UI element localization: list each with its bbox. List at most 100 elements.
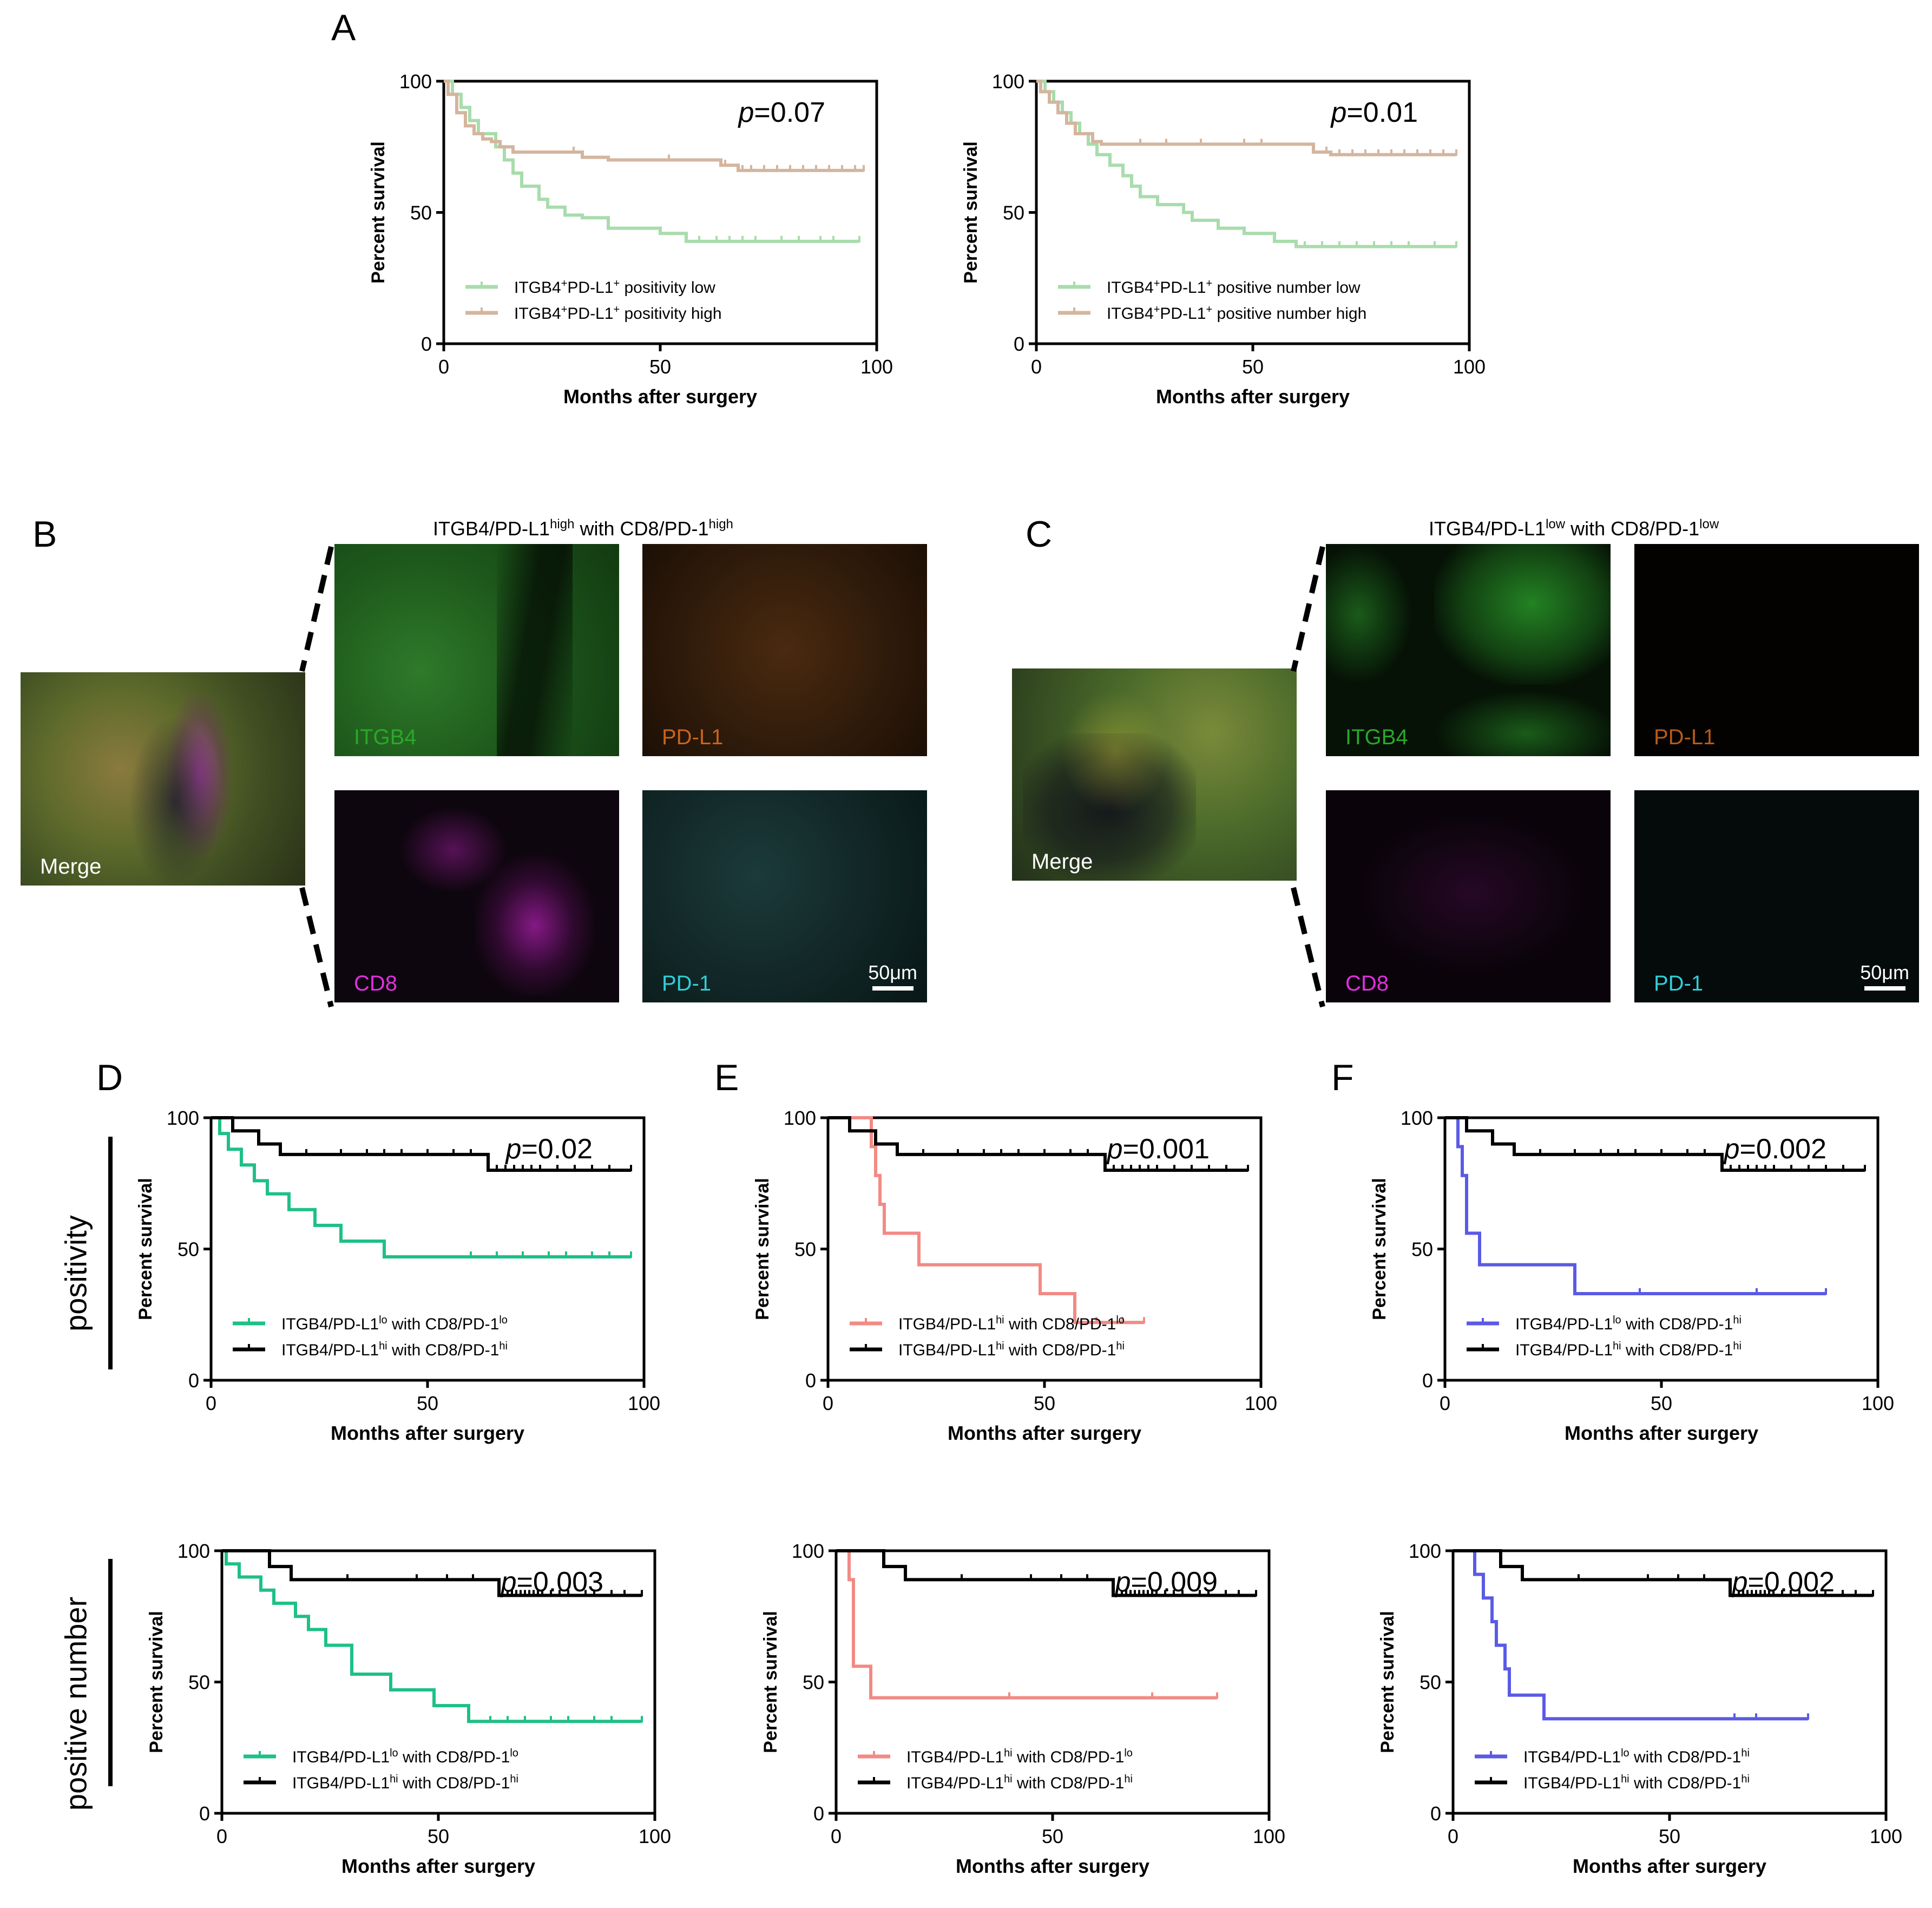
chart-e1-ytick-label: 100 — [784, 1107, 816, 1129]
itgb4-label-b: ITGB4 — [354, 725, 417, 749]
chart-f1-legend-1-label: ITGB4/PD-L1lo with CD8/PD-1hi — [1515, 1314, 1742, 1333]
pdl1-label-c: PD-L1 — [1654, 725, 1716, 749]
itgb4-image-c: ITGB4 — [1326, 544, 1611, 756]
chart-e2-legend-1-label: ITGB4/PD-L1hi with CD8/PD-1lo — [906, 1747, 1133, 1766]
chart-a2-ytick-label: 50 — [1003, 202, 1024, 224]
pd1-image-b: PD-1 50μm — [642, 790, 927, 1002]
chart-a1-xtick-label: 100 — [860, 356, 893, 378]
panel-label-f: F — [1331, 1057, 1354, 1098]
row-bar-positivity — [108, 1137, 113, 1369]
chart-f1-ytick-label: 100 — [1401, 1107, 1433, 1129]
chart-a1-ytick-label: 0 — [421, 333, 432, 355]
chart-d2-pvalue: p=0.003 — [500, 1566, 603, 1598]
chart-a1-ytick-label: 50 — [410, 202, 432, 224]
chart-e2-series-1-line — [836, 1549, 1217, 1700]
scale-label-b: 50μm — [868, 961, 917, 983]
chart-d1-ytick-label: 0 — [188, 1369, 199, 1392]
chart-f1-pvalue: p=0.002 — [1723, 1133, 1826, 1165]
chart-e1-legend-2-label: ITGB4/PD-L1hi with CD8/PD-1hi — [898, 1340, 1125, 1359]
cd8-image-b: CD8 — [334, 790, 619, 1002]
chart-e2-series-2-line — [836, 1549, 1256, 1597]
chart-d1-ytick-label: 50 — [178, 1238, 199, 1261]
panel-label-d: D — [96, 1057, 123, 1098]
chart-d2-xtick-label: 50 — [428, 1825, 449, 1847]
km-chart-a-positive-number: 0 50 100 0 50 100 Months after surgery Percent … — [961, 70, 1486, 408]
chart-f1-xtick-label: 50 — [1651, 1392, 1672, 1414]
panel-label-e: E — [714, 1057, 739, 1098]
pdl1-image-c: PD-L1 — [1634, 544, 1919, 756]
chart-f2-ytick-label: 100 — [1409, 1540, 1441, 1562]
merge-label-c: Merge — [1031, 850, 1093, 874]
cd8-label-b: CD8 — [354, 972, 398, 995]
chart-d1-ylabel: Percent survival — [135, 1178, 156, 1320]
chart-a2-legend-2-label: ITGB4+PD-L1+ positive number high — [1107, 304, 1366, 323]
chart-a2-xtick-label: 0 — [1031, 356, 1042, 378]
chart-a1-series-2-line — [444, 80, 864, 172]
chart-f2-pvalue: p=0.002 — [1731, 1566, 1835, 1598]
chart-f2-xtick-label: 100 — [1870, 1825, 1902, 1847]
chart-f1-ytick-label: 0 — [1422, 1369, 1433, 1392]
chart-a2-ytick-label: 0 — [1014, 333, 1024, 355]
chart-a1-pvalue: p=0.07 — [738, 97, 826, 128]
km-chart-e-positivity: 0 50 100 0 50 100 Months after surgery Percent … — [752, 1107, 1277, 1444]
chart-e2-ytick-label: 50 — [803, 1671, 824, 1694]
chart-f2-ytick-label: 50 — [1420, 1671, 1441, 1694]
chart-d1-xtick-label: 100 — [628, 1392, 660, 1414]
chart-d2-legend-2-label: ITGB4/PD-L1hi with CD8/PD-1hi — [292, 1773, 518, 1792]
chart-d2-xtick-label: 0 — [216, 1825, 227, 1847]
chart-d1-ytick-label: 100 — [167, 1107, 199, 1129]
cd8-label-c: CD8 — [1345, 972, 1389, 995]
chart-d2-series-2-line — [222, 1549, 642, 1597]
panel-label-b: B — [32, 514, 57, 555]
chart-e2-xtick-label: 0 — [831, 1825, 842, 1847]
chart-e1-xlabel: Months after surgery — [948, 1422, 1141, 1444]
merge-image-c: Merge — [1012, 668, 1297, 881]
chart-f2-ylabel: Percent survival — [1377, 1611, 1398, 1753]
chart-a2-legend-1-label: ITGB4+PD-L1+ positive number low — [1107, 278, 1361, 297]
chart-d2-ytick-label: 50 — [188, 1671, 210, 1694]
chart-f1-xtick-label: 100 — [1862, 1392, 1894, 1414]
scale-bar-c: 50μm — [1860, 961, 1909, 991]
chart-e1-xtick-label: 50 — [1034, 1392, 1055, 1414]
pdl1-image-b: PD-L1 — [642, 544, 927, 756]
chart-e2-pvalue: p=0.009 — [1114, 1566, 1218, 1598]
chart-f2-legend-1-label: ITGB4/PD-L1lo with CD8/PD-1hi — [1523, 1747, 1750, 1766]
chart-e1-pvalue: p=0.001 — [1106, 1133, 1210, 1165]
chart-f1-xtick-label: 0 — [1440, 1392, 1450, 1414]
chart-e1-ytick-label: 0 — [805, 1369, 816, 1392]
chart-d1-xtick-label: 50 — [417, 1392, 438, 1414]
chart-f1-series-2-line — [1445, 1116, 1865, 1172]
merge-label-b: Merge — [40, 855, 102, 878]
chart-a2-ytick-label: 100 — [992, 70, 1024, 93]
chart-d1-legend-1-label: ITGB4/PD-L1lo with CD8/PD-1lo — [281, 1314, 508, 1333]
pdl1-label-b: PD-L1 — [662, 725, 724, 749]
chart-e2-ylabel: Percent survival — [760, 1611, 781, 1753]
row-label-positivity: positivity — [58, 1215, 93, 1332]
chart-a1-ylabel: Percent survival — [368, 141, 389, 284]
chart-a1-legend-2-label: ITGB4+PD-L1+ positivity high — [514, 304, 722, 323]
km-chart-d-positive-number: 0 50 100 0 50 100 Months after surgery Percent … — [146, 1540, 671, 1877]
chart-d2-ytick-label: 0 — [199, 1802, 210, 1825]
chart-e2-xtick-label: 50 — [1042, 1825, 1063, 1847]
chart-e1-xtick-label: 100 — [1245, 1392, 1277, 1414]
zoom-lines-b — [299, 546, 334, 1008]
chart-a2-ylabel: Percent survival — [961, 141, 981, 284]
chart-a1-xtick-label: 50 — [649, 356, 671, 378]
chart-a2-xtick-label: 50 — [1242, 356, 1264, 378]
chart-e1-legend-1-label: ITGB4/PD-L1hi with CD8/PD-1lo — [898, 1314, 1125, 1333]
chart-d1-series-1-line — [211, 1116, 631, 1259]
km-chart-f-positivity: 0 50 100 0 50 100 Months after surgery Percent … — [1369, 1107, 1894, 1444]
chart-f2-ytick-label: 0 — [1430, 1802, 1441, 1825]
chart-e1-series-1-line — [828, 1116, 1144, 1325]
chart-f1-series-1-line — [1445, 1116, 1826, 1295]
pd1-image-c: PD-1 50μm — [1634, 790, 1919, 1002]
chart-a2-pvalue: p=0.01 — [1330, 97, 1418, 128]
chart-e1-ytick-label: 50 — [794, 1238, 816, 1261]
panel-label-a: A — [331, 7, 356, 48]
chart-e2-xlabel: Months after surgery — [956, 1855, 1149, 1877]
chart-d2-legend-1-label: ITGB4/PD-L1lo with CD8/PD-1lo — [292, 1747, 518, 1766]
chart-f2-legend-2-label: ITGB4/PD-L1hi with CD8/PD-1hi — [1523, 1773, 1750, 1792]
chart-a2-xtick-label: 100 — [1453, 356, 1486, 378]
km-chart-a-positivity: 0 50 100 0 50 100 Months after surgery Percent … — [368, 70, 893, 408]
